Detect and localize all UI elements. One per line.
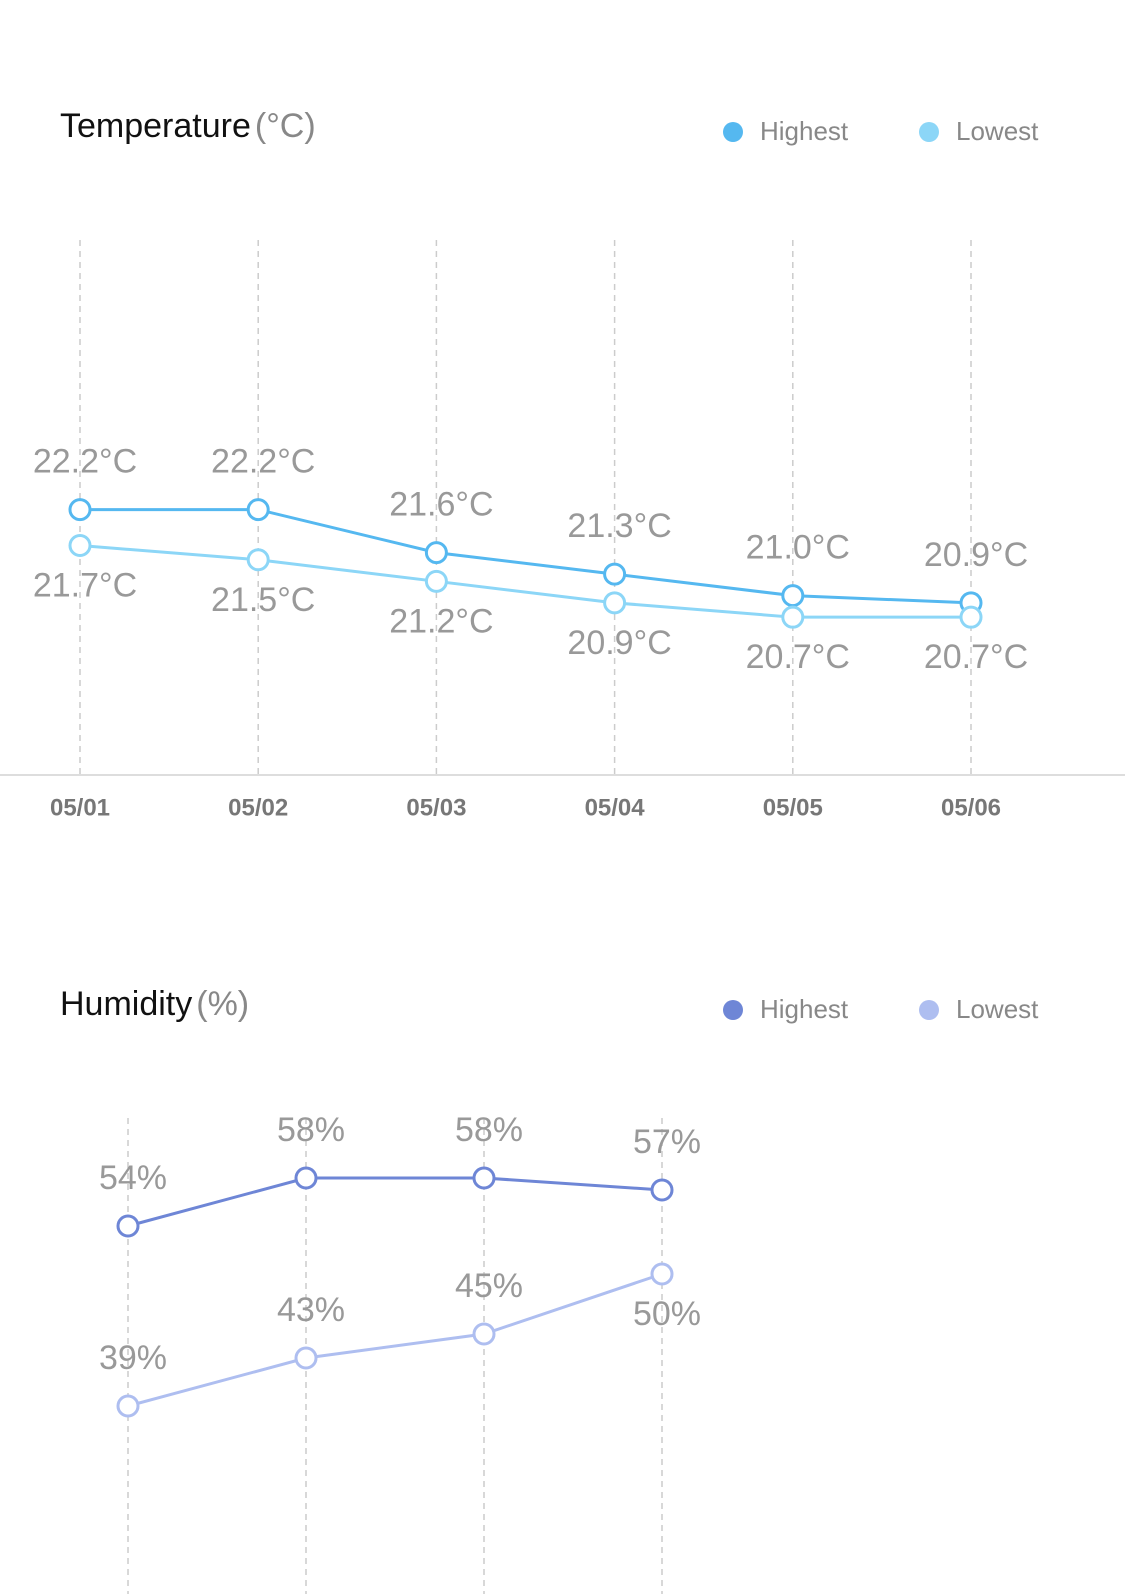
legend-dot [723, 122, 743, 142]
series-line [79, 543, 971, 619]
data-point [959, 605, 983, 629]
data-point [246, 548, 270, 572]
data-point [68, 533, 92, 557]
data-point [424, 541, 448, 565]
series-line [127, 1272, 663, 1408]
chart: Humidity (%) Highest Lowest 54% 58% 58% 57% 39% 4… [60, 985, 1039, 1594]
value-label: 21.0°C [746, 529, 850, 567]
x-tick-label: 05/04 [585, 794, 646, 821]
data-point [424, 569, 448, 593]
value-label: 22.2°C [33, 443, 137, 481]
x-tick-label: 05/02 [228, 794, 288, 821]
value-label: 50% [633, 1295, 701, 1333]
data-point [116, 1214, 140, 1238]
value-label: 57% [633, 1123, 701, 1161]
chart: Temperature (°C) Highest Lowest 05/01 05/02 05… [0, 107, 1125, 821]
data-point [781, 605, 805, 629]
legend-label: Highest [760, 994, 849, 1024]
data-point [68, 498, 92, 522]
x-tick-label: 05/01 [50, 794, 110, 821]
data-point [650, 1178, 674, 1202]
value-label: 45% [455, 1267, 523, 1305]
value-label: 58% [277, 1111, 345, 1149]
value-label: 20.9°C [924, 536, 1028, 574]
x-tick-label: 05/06 [941, 794, 1001, 821]
data-point [781, 584, 805, 608]
legend-label: Lowest [956, 994, 1039, 1024]
value-label: 39% [99, 1339, 167, 1377]
series-line [127, 1176, 663, 1228]
data-point [603, 591, 627, 615]
chart-title: Humidity [60, 985, 192, 1023]
legend-dot [723, 1000, 743, 1020]
value-label: 22.2°C [211, 443, 315, 481]
x-tick-label: 05/05 [763, 794, 823, 821]
data-point [116, 1394, 140, 1418]
legend-dot [919, 122, 939, 142]
chart-unit: (%) [196, 985, 249, 1023]
data-point [294, 1346, 318, 1370]
value-label: 20.9°C [567, 624, 671, 662]
value-label: 43% [277, 1291, 345, 1329]
legend-label: Highest [760, 116, 849, 146]
data-point [472, 1322, 496, 1346]
data-point [603, 562, 627, 586]
chart-title: Temperature [60, 107, 251, 145]
value-label: 20.7°C [924, 638, 1028, 676]
legend-dot [919, 1000, 939, 1020]
data-point [294, 1166, 318, 1190]
value-label: 21.5°C [211, 581, 315, 619]
data-point [246, 498, 270, 522]
data-point [650, 1262, 674, 1286]
value-label: 21.3°C [567, 507, 671, 545]
legend-label: Lowest [956, 116, 1039, 146]
value-label: 58% [455, 1111, 523, 1149]
value-label: 21.7°C [33, 566, 137, 604]
value-label: 21.6°C [389, 486, 493, 524]
series-line [80, 508, 972, 605]
value-label: 20.7°C [746, 638, 850, 676]
value-label: 54% [99, 1159, 167, 1197]
chart-unit: (°C) [255, 107, 316, 145]
data-point [472, 1166, 496, 1190]
x-tick-label: 05/03 [406, 794, 466, 821]
value-label: 21.2°C [389, 602, 493, 640]
